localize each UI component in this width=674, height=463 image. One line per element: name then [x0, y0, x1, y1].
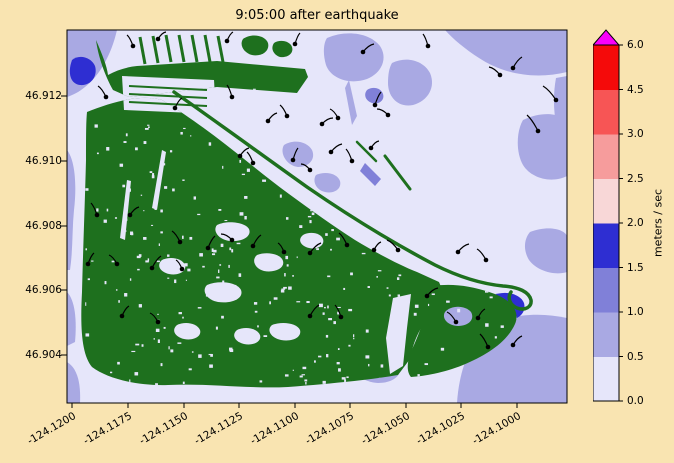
y-tick-label: 46.906 [25, 284, 62, 296]
colorbar-tick-label: 0.5 [627, 350, 644, 363]
y-tick-label: 46.912 [25, 90, 62, 102]
colorbar-label: meters / sec [651, 188, 665, 258]
colorbar-tick-label: 4.5 [627, 83, 644, 96]
x-tick-label: -124.1150 [137, 410, 190, 448]
colorbar [593, 29, 623, 402]
x-tick-label: -124.1050 [359, 410, 412, 448]
x-tick-label: -124.1175 [81, 410, 134, 448]
colorbar-tick-label: 1.0 [627, 306, 644, 318]
x-tick-label: -124.1100 [248, 410, 301, 448]
y-tick-label: 46.908 [25, 220, 62, 232]
colorbar-tick-label: 6.0 [627, 39, 644, 51]
y-tick-label: 46.910 [25, 155, 62, 167]
x-tick-label: -124.1075 [303, 410, 356, 448]
x-tick-label: -124.1025 [414, 410, 467, 448]
colorbar-tick-label: 3.0 [627, 128, 644, 140]
colorbar-tick-label: 0.0 [627, 395, 644, 407]
x-tick-label: -124.1200 [25, 410, 78, 448]
map-canvas [61, 29, 568, 408]
y-tick-label: 46.904 [25, 349, 62, 361]
colorbar-tick-label: 2.5 [627, 172, 644, 185]
colorbar-tick-label: 2.0 [627, 217, 644, 229]
colorbar-tick-label: 1.5 [627, 261, 644, 274]
x-tick-label: -124.1125 [192, 410, 245, 448]
x-tick-label: -124.1000 [470, 410, 523, 448]
chart-title: 9:05:00 after earthquake [235, 8, 399, 23]
